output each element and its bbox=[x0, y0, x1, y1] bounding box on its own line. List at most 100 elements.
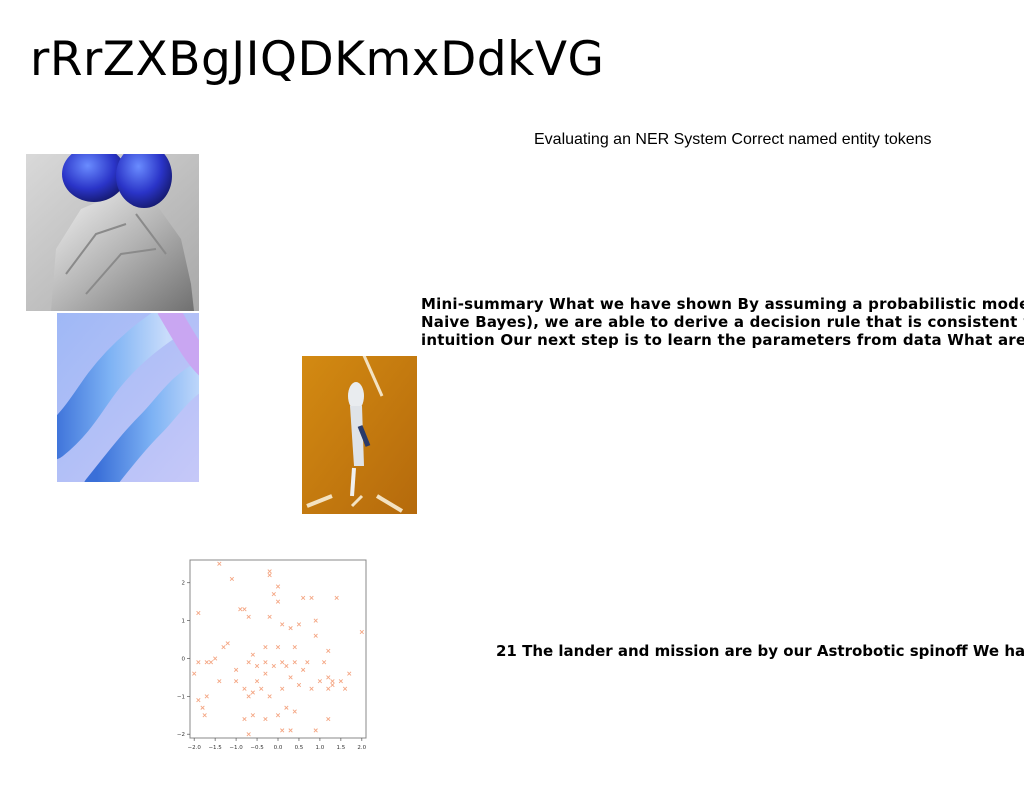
data-point bbox=[334, 595, 339, 600]
data-point bbox=[305, 660, 310, 665]
data-point bbox=[275, 644, 281, 650]
data-point bbox=[280, 660, 285, 665]
data-point bbox=[301, 595, 306, 600]
data-point bbox=[267, 569, 272, 574]
data-point bbox=[263, 671, 268, 676]
x-tick-label: −1.5 bbox=[208, 745, 222, 751]
data-point bbox=[242, 607, 247, 612]
x-tick-label: −0.5 bbox=[250, 745, 264, 751]
data-point bbox=[263, 644, 268, 650]
data-point bbox=[288, 626, 293, 631]
data-point bbox=[221, 644, 226, 650]
data-point bbox=[313, 618, 318, 623]
data-point bbox=[284, 663, 289, 669]
slide-subtitle: Evaluating an NER System Correct named e… bbox=[534, 131, 932, 148]
data-point bbox=[246, 694, 251, 699]
data-point bbox=[242, 686, 247, 691]
data-point bbox=[313, 633, 318, 638]
athlete-on-court-image bbox=[302, 356, 417, 514]
y-tick-label: 2 bbox=[182, 581, 186, 587]
data-point bbox=[263, 716, 268, 722]
data-point bbox=[296, 622, 302, 627]
data-point bbox=[326, 716, 331, 722]
x-tick-label: 1.5 bbox=[336, 745, 345, 751]
data-point bbox=[263, 660, 268, 665]
data-point bbox=[208, 660, 214, 665]
data-point bbox=[259, 686, 264, 691]
data-point bbox=[280, 622, 285, 627]
data-point bbox=[254, 679, 260, 684]
data-point bbox=[213, 656, 218, 661]
data-point bbox=[267, 694, 272, 699]
data-point bbox=[326, 675, 331, 680]
y-tick-label: −1 bbox=[177, 694, 185, 700]
data-point bbox=[292, 644, 297, 650]
data-point bbox=[238, 607, 243, 612]
scatter-chart: −2.0 −1.5 −1.0 −0.5 0.0 0.5 1.0 1.5 2.0 2 1 0 −1 −2 bbox=[177, 559, 367, 751]
data-point bbox=[326, 648, 331, 654]
x-tick-label: 0.0 bbox=[274, 745, 283, 751]
data-point bbox=[347, 671, 352, 676]
x-tick-label: 1.0 bbox=[316, 745, 325, 751]
data-point bbox=[250, 690, 255, 695]
data-point bbox=[217, 561, 222, 566]
data-point bbox=[267, 614, 272, 619]
y-tick-label: −2 bbox=[177, 732, 185, 738]
data-point bbox=[301, 667, 306, 672]
data-point bbox=[342, 686, 348, 691]
x-tick-label: 0.5 bbox=[295, 745, 304, 751]
data-point bbox=[233, 679, 239, 684]
data-point bbox=[196, 610, 201, 616]
data-point bbox=[326, 686, 331, 691]
data-point bbox=[321, 660, 327, 665]
data-point bbox=[225, 641, 230, 646]
blue-spheres-on-rock-image bbox=[26, 154, 199, 311]
data-point bbox=[359, 629, 364, 635]
y-tick-label: 1 bbox=[182, 619, 186, 625]
data-point bbox=[271, 591, 276, 597]
data-point bbox=[313, 728, 318, 733]
data-point bbox=[288, 728, 293, 733]
page-title: rRrZXBgJIQDKmxDdkVG bbox=[30, 32, 605, 87]
y-tick-label: 0 bbox=[182, 656, 186, 662]
data-point bbox=[202, 713, 207, 718]
paragraph-line: intuition Our next step is to learn the … bbox=[421, 331, 1024, 349]
data-point bbox=[192, 671, 197, 676]
data-point bbox=[292, 660, 297, 665]
data-point bbox=[204, 694, 209, 699]
data-point bbox=[246, 732, 251, 737]
x-tick-label: −1.0 bbox=[229, 745, 243, 751]
data-point bbox=[309, 686, 314, 691]
data-point bbox=[330, 679, 335, 684]
data-point bbox=[330, 682, 335, 688]
x-tick-label: 2.0 bbox=[357, 745, 366, 751]
data-point bbox=[275, 599, 281, 604]
data-point bbox=[275, 584, 281, 589]
data-point bbox=[267, 573, 272, 578]
data-point bbox=[196, 660, 201, 665]
data-point bbox=[200, 705, 205, 710]
plot-frame bbox=[189, 559, 367, 739]
data-point bbox=[284, 705, 289, 710]
data-point bbox=[254, 663, 260, 669]
data-point bbox=[217, 679, 222, 684]
data-point bbox=[288, 675, 293, 680]
data-point bbox=[250, 652, 255, 657]
data-point bbox=[229, 576, 235, 582]
data-point bbox=[196, 698, 201, 703]
paragraph-line: Naive Bayes), we are able to derive a de… bbox=[421, 313, 1024, 331]
data-point bbox=[338, 679, 343, 684]
data-point bbox=[271, 663, 276, 669]
data-point bbox=[292, 709, 297, 714]
data-point bbox=[280, 686, 285, 691]
data-point bbox=[246, 660, 251, 665]
caption-text: 21 The lander and mission are by our Ast… bbox=[496, 642, 1024, 660]
mini-summary-paragraph: Mini-summary What we have shown By assum… bbox=[421, 295, 1024, 349]
data-point bbox=[246, 614, 251, 619]
blue-ribbon-abstract-image bbox=[57, 313, 199, 482]
data-point bbox=[233, 667, 239, 672]
data-point bbox=[250, 713, 255, 718]
data-point bbox=[204, 660, 209, 665]
data-point bbox=[242, 716, 247, 722]
data-point bbox=[309, 595, 314, 600]
